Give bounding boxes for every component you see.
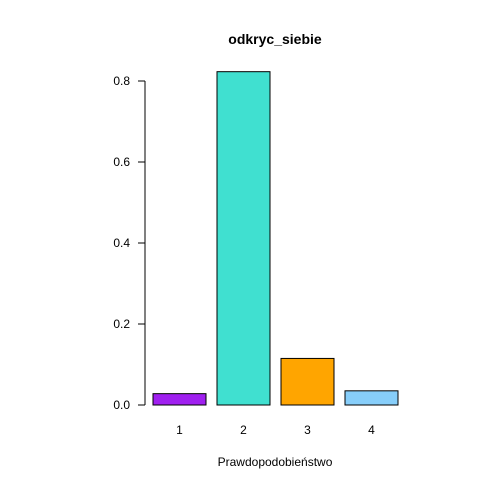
bar-4 xyxy=(344,390,399,406)
chart-title: odkryc_siebie xyxy=(228,31,322,47)
y-tick-label: 0.8 xyxy=(113,74,130,88)
bar-1 xyxy=(152,393,207,406)
bars xyxy=(152,71,399,406)
bar-2 xyxy=(216,71,271,406)
y-tick-label: 0.6 xyxy=(113,155,130,169)
x-tick-label: 1 xyxy=(176,423,183,437)
x-tick-label: 4 xyxy=(368,423,375,437)
x-axis-label: Prawdopodobieństwo xyxy=(218,455,333,469)
x-tick-label: 2 xyxy=(240,423,247,437)
x-tick-label: 3 xyxy=(304,423,311,437)
y-axis: 0.0 0.2 0.4 0.6 0.8 xyxy=(113,74,146,412)
y-tick-label: 0.0 xyxy=(113,398,130,412)
y-tick-label: 0.4 xyxy=(113,236,130,250)
y-tick-label: 0.2 xyxy=(113,317,130,331)
x-tick-labels: 1 2 3 4 xyxy=(176,423,375,437)
bar-3 xyxy=(280,357,335,406)
